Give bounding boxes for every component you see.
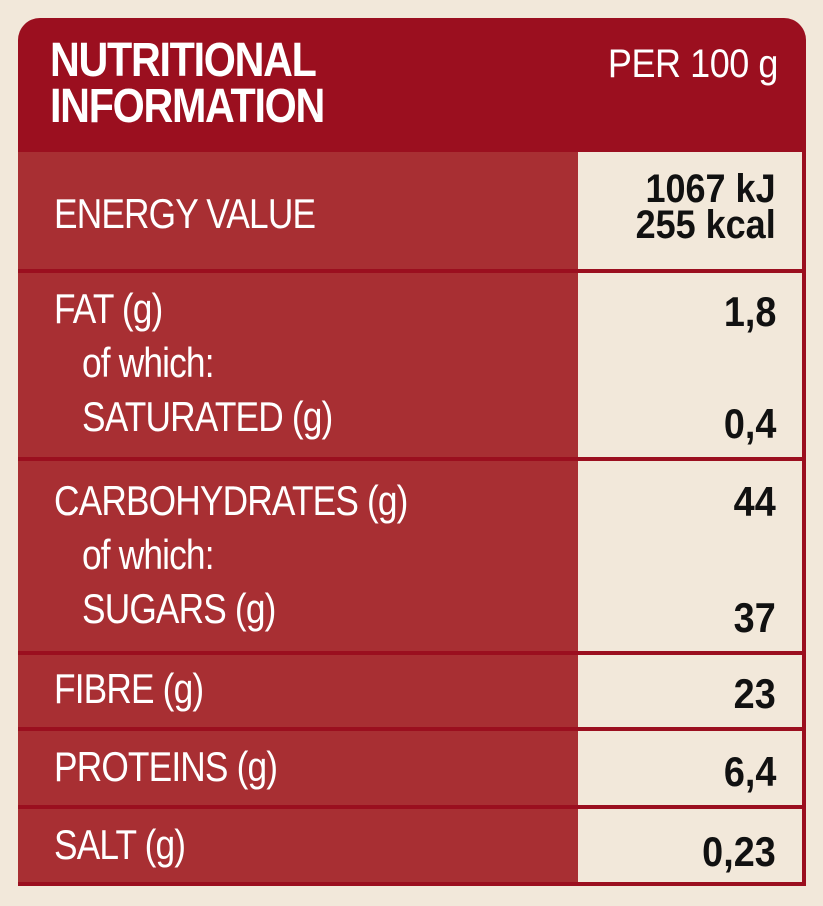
- proteins-label-cell: PROTEINS (g): [18, 731, 578, 805]
- fibre-value: 23: [733, 670, 776, 717]
- saturated-label: SATURATED (g): [82, 393, 333, 440]
- fat-label: FAT (g): [54, 285, 163, 332]
- energy-row: ENERGY VALUE 1067 kJ 255 kcal: [18, 148, 806, 269]
- right-border: [802, 651, 806, 727]
- carbohydrates-value-cell: 44 37: [580, 461, 802, 651]
- nutrition-header: NUTRITIONAL INFORMATION PER 100 g: [18, 18, 806, 148]
- row-divider: [18, 457, 806, 461]
- sugars-label: SUGARS (g): [82, 585, 276, 632]
- right-border: [802, 269, 806, 457]
- row-divider: [18, 805, 806, 809]
- bottom-border: [18, 882, 806, 886]
- energy-label-cell: ENERGY VALUE: [18, 152, 578, 269]
- fibre-row: FIBRE (g) 23: [18, 651, 806, 727]
- salt-row: SALT (g) 0,23: [18, 805, 806, 882]
- proteins-row: PROTEINS (g) 6,4: [18, 727, 806, 805]
- row-divider: [18, 651, 806, 655]
- salt-value-cell: 0,23: [580, 809, 802, 882]
- energy-value-kcal: 255 kcal: [635, 203, 776, 247]
- fat-value-cell: 1,8 0,4: [580, 273, 802, 457]
- right-border: [802, 457, 806, 651]
- proteins-value-cell: 6,4: [580, 731, 802, 805]
- fibre-label: FIBRE (g): [54, 665, 204, 712]
- carbohydrates-label: CARBOHYDRATES (g): [54, 477, 408, 524]
- salt-label-cell: SALT (g): [18, 809, 578, 882]
- salt-label: SALT (g): [54, 821, 186, 868]
- carbohydrates-value: 44: [733, 478, 776, 525]
- carbohydrates-label-cell: CARBOHYDRATES (g) of which: SUGARS (g): [18, 461, 578, 651]
- header-title-line2: INFORMATION: [50, 80, 325, 133]
- row-divider: [18, 148, 806, 152]
- right-border: [802, 727, 806, 805]
- carbohydrates-row: CARBOHYDRATES (g) of which: SUGARS (g) 4…: [18, 457, 806, 651]
- saturated-value: 0,4: [723, 400, 776, 447]
- right-border: [802, 805, 806, 882]
- fibre-value-cell: 23: [580, 655, 802, 727]
- carbohydrates-sub-label: of which:: [82, 531, 215, 578]
- energy-value-kj: 1067 kJ: [645, 167, 776, 211]
- energy-value-cell: 1067 kJ 255 kcal: [580, 152, 802, 269]
- salt-value: 0,23: [702, 828, 776, 875]
- energy-label: ENERGY VALUE: [54, 190, 316, 237]
- nutrition-label: NUTRITIONAL INFORMATION PER 100 g ENERGY…: [18, 18, 806, 886]
- fibre-label-cell: FIBRE (g): [18, 655, 578, 727]
- fat-value: 1,8: [723, 288, 776, 335]
- fat-sub-label: of which:: [82, 339, 215, 386]
- sugars-value: 37: [733, 594, 776, 641]
- header-unit: PER 100 g: [607, 42, 779, 86]
- row-divider: [18, 727, 806, 731]
- header-title-line1: NUTRITIONAL: [50, 34, 317, 87]
- proteins-value: 6,4: [723, 748, 776, 795]
- row-divider: [18, 269, 806, 273]
- fat-row: FAT (g) of which: SATURATED (g) 1,8 0,4: [18, 269, 806, 457]
- header-title: NUTRITIONAL INFORMATION: [50, 34, 325, 133]
- right-border: [802, 148, 806, 269]
- fat-label-cell: FAT (g) of which: SATURATED (g): [18, 273, 578, 457]
- proteins-label: PROTEINS (g): [54, 743, 278, 790]
